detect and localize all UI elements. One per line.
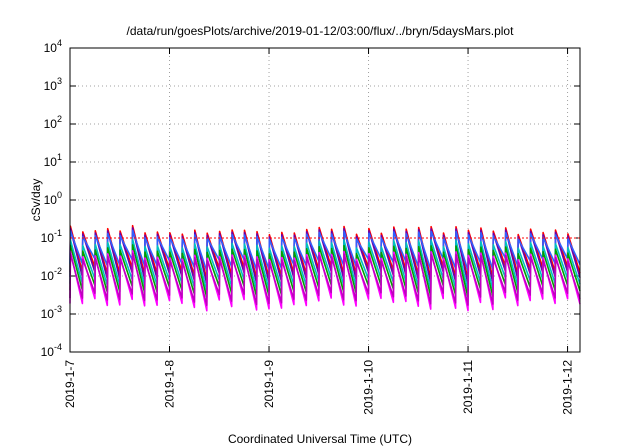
y-tick-label: 10-3 [41,304,62,321]
y-tick-label: 101 [44,152,62,169]
x-tick-label: 2019-1-8 [163,360,177,408]
y-tick-label: 104 [44,38,62,55]
x-tick-label: 2019-1-11 [461,360,475,414]
x-axis-label: Coordinated Universal Time (UTC) [228,432,412,446]
y-tick-label: 102 [44,114,62,131]
x-tick-label: 2019-1-12 [561,360,575,415]
y-axis-label: cSv/day [29,179,43,222]
y-tick-label: 10-1 [41,228,62,245]
y-tick-label: 103 [44,76,62,93]
y-tick-label: 10-2 [41,266,62,283]
x-tick-label: 2019-1-9 [262,360,276,408]
y-tick-label: 100 [44,190,62,207]
series-line [69,252,581,307]
chart-title: /data/run/goesPlots/archive/2019-01-12/0… [127,24,515,38]
x-tick-label: 2019-1-7 [63,360,77,408]
grid [69,47,580,353]
y-tick-label: 10-4 [41,342,62,359]
series-lines [69,224,581,312]
x-tick-label: 2019-1-10 [362,360,376,415]
plot-frame [69,47,581,353]
y-tick-labels: 10-4 10-3 10-2 10-1 100 101 102 103 104 [41,38,62,359]
x-tick-labels: 2019-1-7 2019-1-8 2019-1-9 2019-1-10 2019-1-… [63,360,575,415]
